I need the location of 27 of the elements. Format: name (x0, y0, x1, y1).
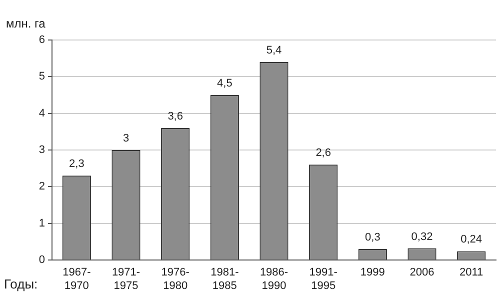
x-tick-label: 2006 (410, 266, 434, 279)
y-tick-label: 1 (38, 217, 45, 230)
data-label: 0,32 (411, 230, 433, 243)
y-tick-label: 3 (38, 144, 45, 156)
data-label: 3 (122, 132, 130, 145)
x-tick-label: 1981-1985 (210, 266, 240, 292)
x-tick-label: 1967-1970 (62, 266, 92, 292)
data-label: 2,6 (316, 147, 331, 160)
y-axis-title: млн. га (6, 16, 46, 30)
data-label: 3,6 (168, 110, 183, 123)
data-label: 0,24 (460, 234, 482, 246)
data-label: 4,5 (217, 78, 232, 90)
y-tick-label: 5 (38, 70, 45, 83)
x-tick-label: 1986-1990 (260, 266, 288, 292)
x-tick-label: 1976-1980 (161, 266, 190, 292)
x-tick-label: 2011 (460, 266, 484, 279)
y-tick-label: 0 (38, 254, 45, 266)
x-tick-label: 1991-1995 (309, 266, 338, 292)
x-tick-label: 1999 (360, 266, 385, 279)
x-tick-label: 1971-1975 (112, 266, 140, 292)
data-label: 5,4 (266, 44, 282, 57)
x-axis-title: Годы: (4, 276, 38, 292)
data-label: 2,3 (69, 158, 84, 170)
y-tick-label: 4 (38, 107, 45, 120)
y-tick-label: 2 (38, 180, 45, 193)
data-label: 0,3 (365, 232, 380, 244)
y-tick-label: 6 (38, 34, 45, 46)
